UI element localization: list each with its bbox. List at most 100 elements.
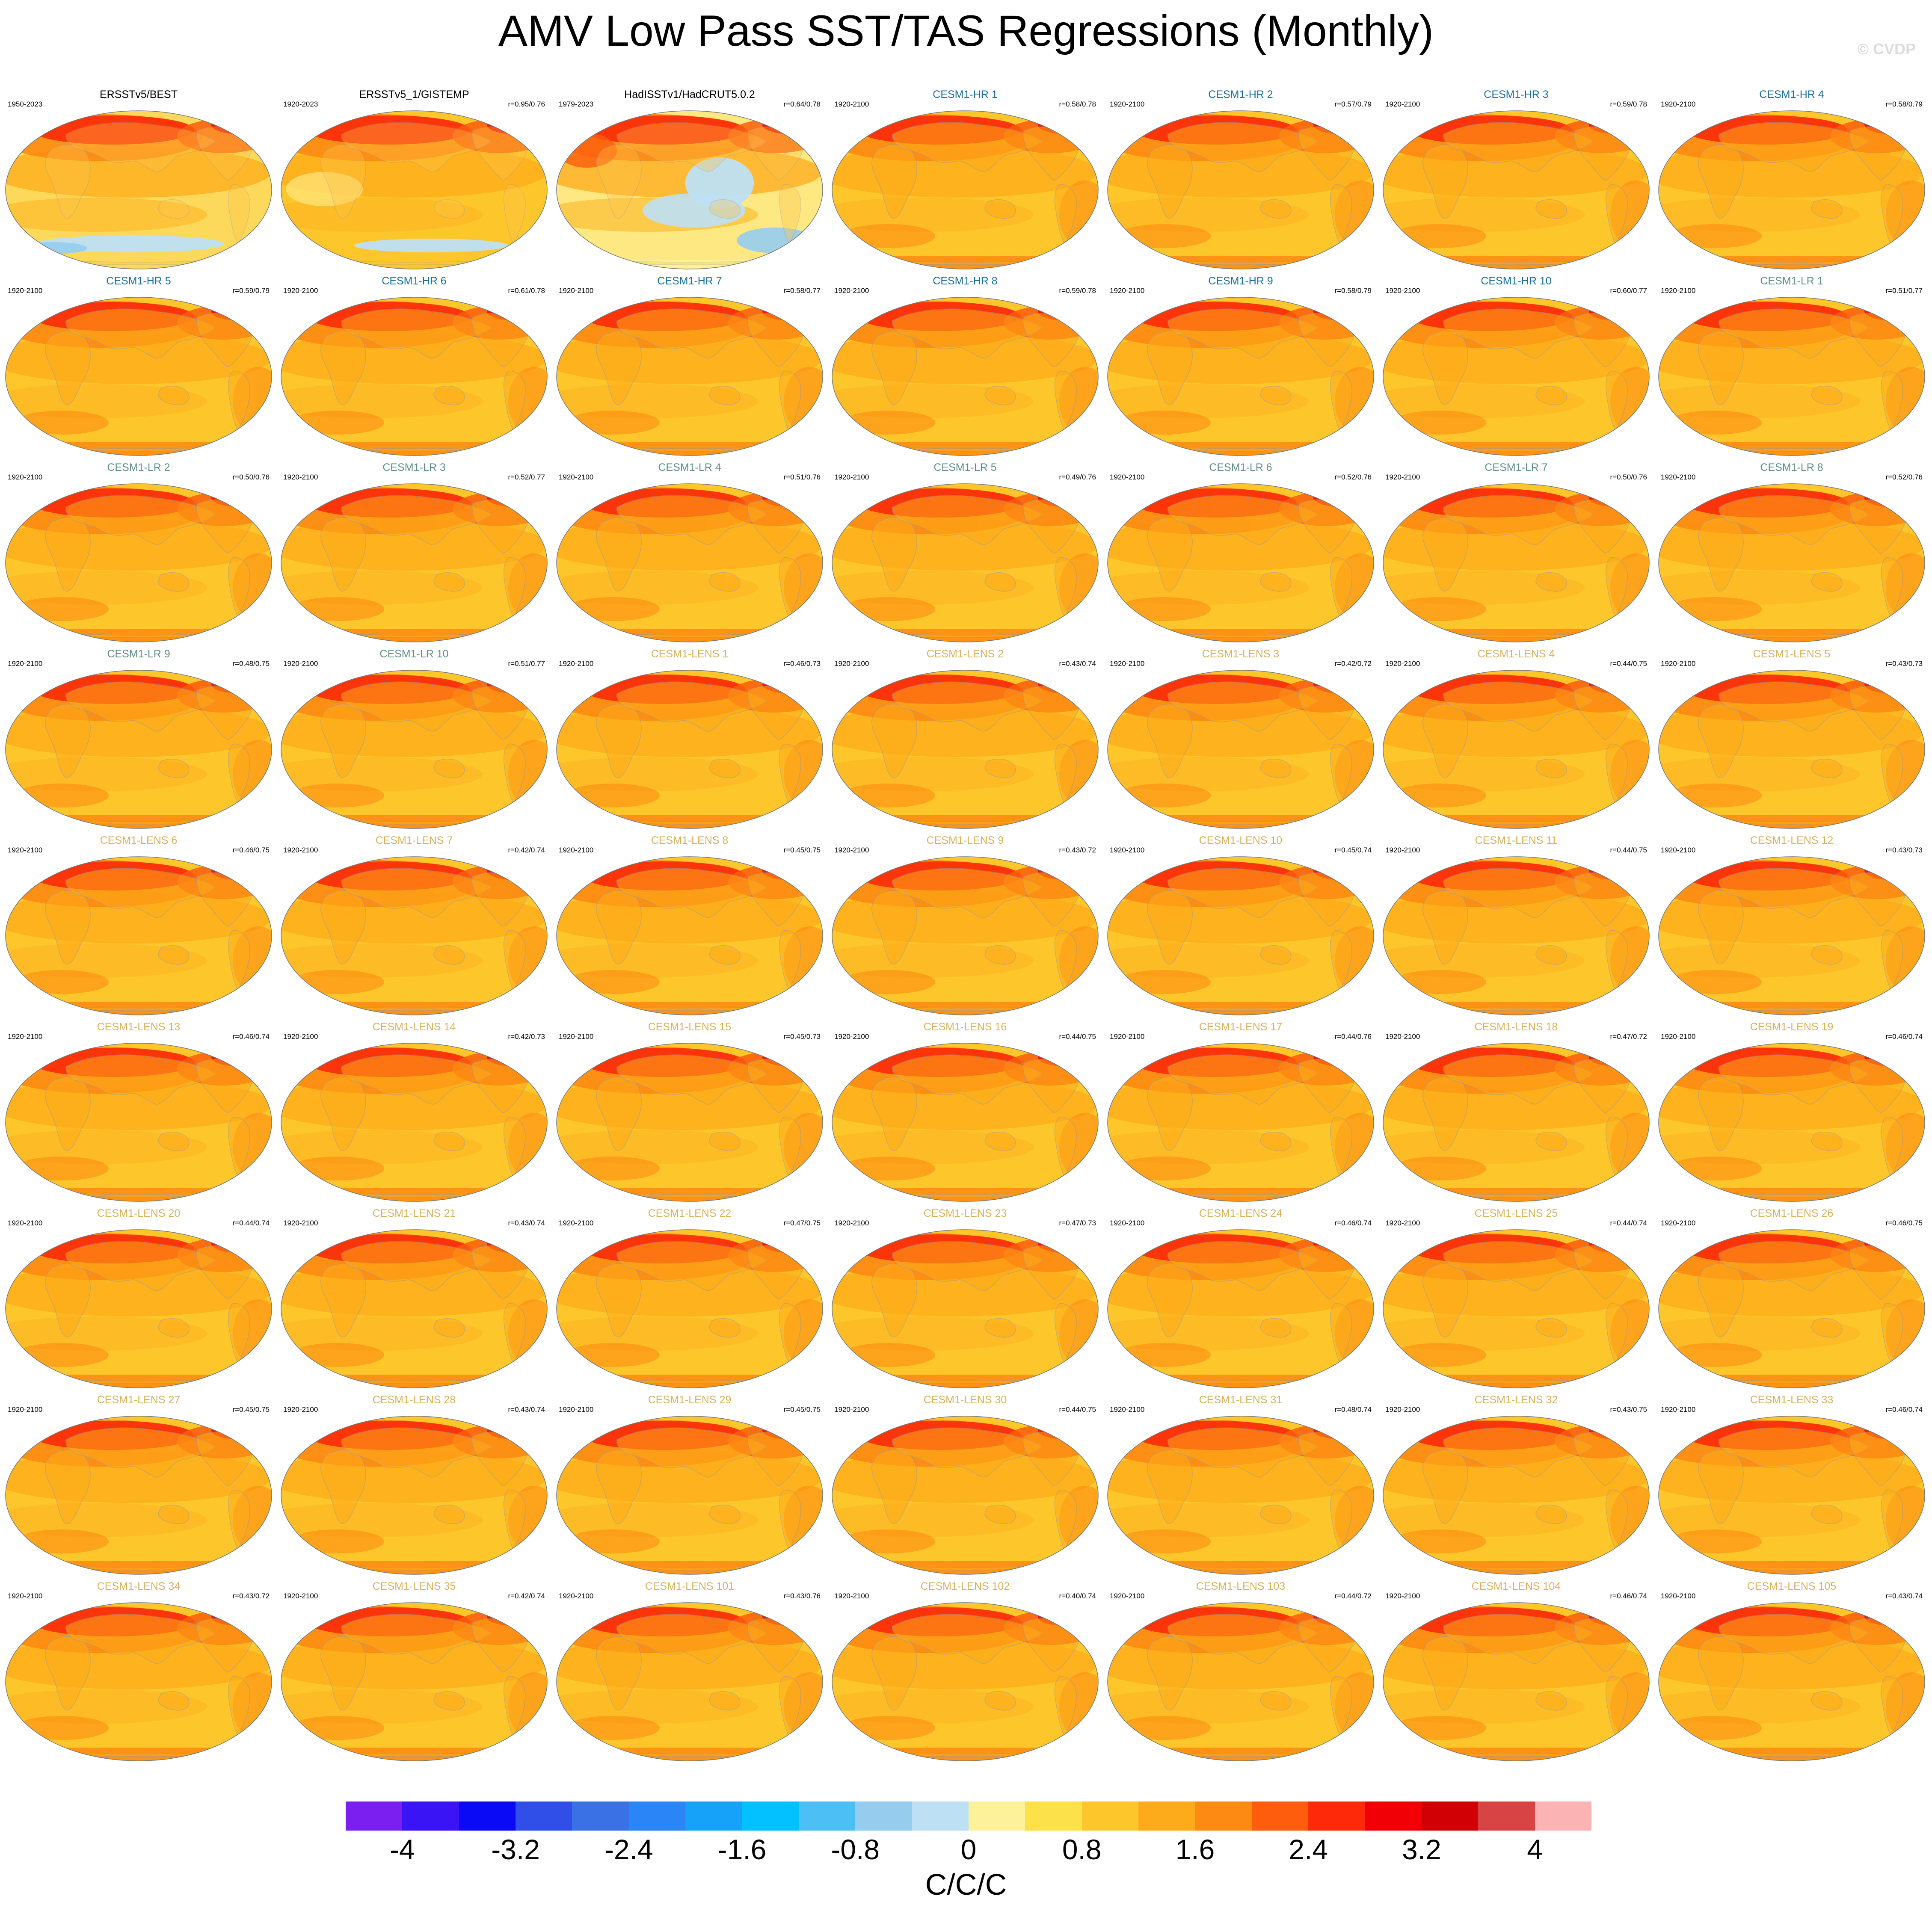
colorbar-swatch <box>628 1801 686 1831</box>
panel-title: CESM1-LENS 102 <box>920 1580 1010 1592</box>
panel-correlation: r=0.59/0.78 <box>1059 287 1096 295</box>
panel-correlation: r=0.47/0.73 <box>1059 1219 1096 1227</box>
panel-correlation: r=0.57/0.79 <box>1334 100 1372 108</box>
world-map <box>1383 856 1650 1015</box>
colorbar-tick-label: 3.2 <box>1402 1834 1441 1865</box>
panel-title: CESM1-LR 3 <box>382 461 446 473</box>
map-outline <box>832 483 1099 642</box>
panel-years: 1920-2100 <box>559 1592 594 1600</box>
colorbar-units-label: C/C/C <box>925 1868 1007 1901</box>
map-outline <box>281 1416 548 1575</box>
regression-field <box>1383 1603 1649 1761</box>
panel-years: 1920-2100 <box>559 473 594 481</box>
map-panel: CESM1-LENS 7 1920-2100 r=0.42/0.74 <box>277 834 551 1021</box>
regression-field <box>557 1230 823 1388</box>
map-panel: CESM1-HR 3 1920-2100 r=0.59/0.78 <box>1379 88 1653 275</box>
colorbar-tick-labels: -4 -3.2 -2.4 -1.6 -0.8 0 0.8 1.6 2.4 3.2 4 <box>0 1832 1932 1867</box>
panel-years: 1920-2100 <box>8 1592 43 1600</box>
panel-title: CESM1-HR 10 <box>1481 275 1552 287</box>
map-outline <box>5 1043 272 1202</box>
panel-title: CESM1-HR 7 <box>657 275 722 287</box>
panel-title: CESM1-LENS 24 <box>1199 1207 1283 1219</box>
world-map <box>281 297 548 456</box>
panel-correlation: r=0.45/0.75 <box>232 1405 270 1414</box>
regression-field <box>832 484 1098 642</box>
panel-correlation: r=0.43/0.74 <box>508 1219 545 1227</box>
regression-field <box>832 857 1098 1015</box>
world-map <box>1658 1602 1925 1761</box>
world-map <box>556 110 823 269</box>
map-panel: CESM1-LR 6 1920-2100 r=0.52/0.76 <box>1104 461 1378 648</box>
map-panel: CESM1-LENS 17 1920-2100 r=0.44/0.76 <box>1104 1021 1378 1207</box>
panel-correlation: r=0.43/0.74 <box>1059 660 1096 668</box>
map-panel: CESM1-LR 10 1920-2100 r=0.51/0.77 <box>277 648 551 834</box>
panel-correlation: r=0.48/0.75 <box>232 660 270 668</box>
panel-years: 1920-2100 <box>1110 1405 1145 1414</box>
panel-title: CESM1-LENS 12 <box>1750 834 1834 846</box>
regression-field <box>832 297 1098 456</box>
regression-field <box>557 1043 823 1201</box>
map-panel: CESM1-LENS 23 1920-2100 r=0.47/0.73 <box>828 1207 1102 1393</box>
panel-years: 1920-2100 <box>283 1592 318 1600</box>
panel-years: 1920-2100 <box>1661 287 1696 295</box>
panel-title: CESM1-LENS 13 <box>97 1021 181 1033</box>
panel-years: 1920-2100 <box>1385 100 1420 108</box>
regression-field <box>6 1416 272 1574</box>
map-outline <box>1658 110 1925 269</box>
world-map <box>1658 1416 1925 1575</box>
map-panel: CESM1-LENS 30 1920-2100 r=0.44/0.75 <box>828 1393 1102 1580</box>
panel-title: CESM1-LR 10 <box>379 648 449 660</box>
panel-correlation: r=0.44/0.75 <box>1610 660 1648 668</box>
world-map <box>1658 110 1925 269</box>
panel-correlation: r=0.52/0.76 <box>1885 473 1923 481</box>
map-panel: CESM1-LENS 13 1920-2100 r=0.46/0.74 <box>2 1021 276 1207</box>
panel-years: 1920-2100 <box>559 660 594 668</box>
colorbar-tick-label: 0.8 <box>1062 1834 1102 1865</box>
panel-correlation: r=0.42/0.74 <box>508 1592 545 1600</box>
world-map <box>556 856 823 1015</box>
world-map <box>1383 297 1650 456</box>
colorbar-tick-label: 1.6 <box>1175 1834 1215 1865</box>
colorbar-swatch <box>685 1801 743 1831</box>
colorbar-tick-label: 4 <box>1527 1834 1543 1865</box>
map-outline <box>281 1043 548 1202</box>
map-outline <box>1658 1043 1925 1202</box>
panel-title: CESM1-HR 8 <box>933 275 998 287</box>
panel-title: CESM1-HR 3 <box>1484 89 1549 101</box>
panel-title: CESM1-LENS 33 <box>1750 1394 1834 1406</box>
panel-title: CESM1-LENS 28 <box>372 1394 456 1406</box>
map-outline <box>281 1602 548 1761</box>
map-panel: CESM1-LENS 35 1920-2100 r=0.42/0.74 <box>277 1580 551 1766</box>
panel-title: CESM1-LR 2 <box>107 461 170 473</box>
regression-field <box>1108 1603 1374 1761</box>
colorbar-swatch <box>1308 1801 1366 1831</box>
regression-field <box>1108 857 1374 1015</box>
map-outline <box>281 1229 548 1388</box>
world-map <box>832 1416 1099 1575</box>
panel-years: 1920-2100 <box>559 1032 594 1041</box>
world-map <box>1383 1602 1650 1761</box>
panel-title: CESM1-LENS 32 <box>1474 1394 1558 1406</box>
map-outline <box>1107 856 1374 1015</box>
colorbar-swatch <box>969 1801 1025 1831</box>
map-outline <box>1107 1416 1374 1575</box>
world-map <box>556 483 823 642</box>
map-outline <box>5 1229 272 1388</box>
panel-title: CESM1-LENS 19 <box>1750 1021 1834 1033</box>
map-outline <box>1658 483 1925 642</box>
world-map <box>1383 1229 1650 1388</box>
map-outline <box>1383 483 1650 642</box>
panel-correlation: r=0.46/0.74 <box>1610 1592 1648 1600</box>
panel-title: CESM1-LR 6 <box>1209 461 1272 473</box>
panel-correlation: r=0.58/0.79 <box>1885 100 1923 108</box>
panel-correlation: r=0.42/0.74 <box>508 846 545 854</box>
panel-years: 1920-2100 <box>1110 287 1145 295</box>
panel-title: ERSSTv5/BEST <box>100 89 178 101</box>
map-panel: CESM1-LENS 6 1920-2100 r=0.46/0.75 <box>2 834 276 1021</box>
panel-years: 1920-2100 <box>1661 1592 1696 1600</box>
panel-years: 1950-2023 <box>8 100 43 108</box>
panel-years: 1920-2100 <box>1661 473 1696 481</box>
regression-field <box>6 297 272 456</box>
map-panel: CESM1-LENS 11 1920-2100 r=0.44/0.75 <box>1379 834 1653 1021</box>
map-panel: CESM1-HR 5 1920-2100 r=0.59/0.79 <box>2 275 276 461</box>
